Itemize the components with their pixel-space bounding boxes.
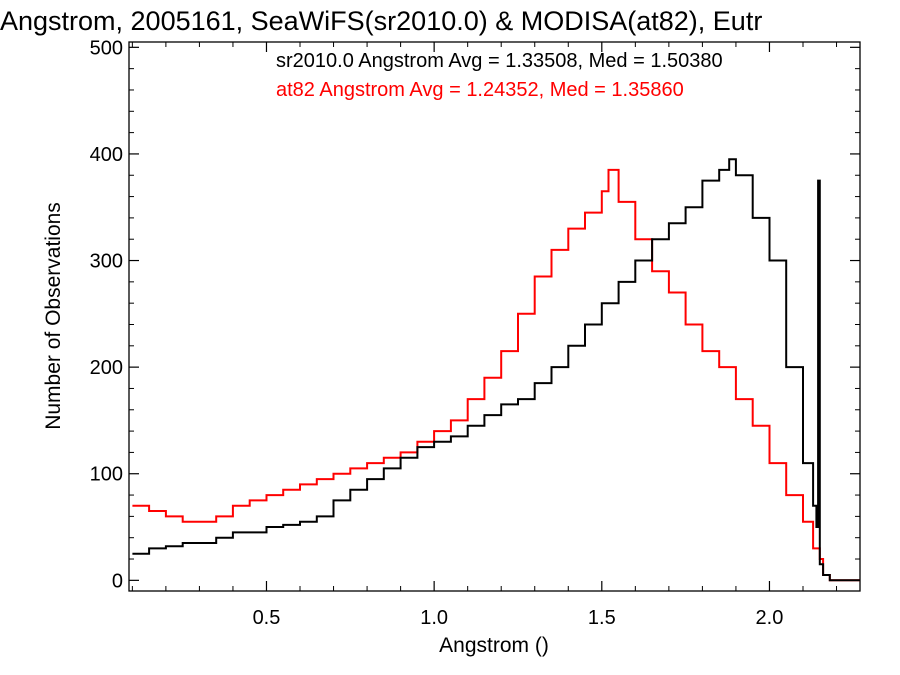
- y-tick-label: 200: [90, 357, 123, 379]
- x-axis-label: Angstrom (): [439, 634, 549, 657]
- axis-ticks: [129, 42, 860, 591]
- x-tick-label: 1.5: [588, 607, 616, 629]
- x-tick-label: 1.0: [420, 607, 448, 629]
- series-line-at82: [132, 168, 860, 582]
- annotation-at82: at82 Angstrom Avg = 1.24352, Med = 1.358…: [276, 79, 684, 101]
- y-tick-label: 300: [90, 251, 123, 273]
- x-tick-label: 0.5: [253, 607, 281, 629]
- y-tick-label: 400: [90, 144, 123, 166]
- series-layer: [132, 158, 860, 582]
- y-tick-label: 0: [112, 570, 123, 592]
- chart-title: Angstrom, 2005161, SeaWiFS(sr2010.0) & M…: [0, 6, 762, 36]
- series-line-sr2010-0: [132, 158, 860, 582]
- y-tick-label: 100: [90, 464, 123, 486]
- y-tick-label: 500: [90, 37, 123, 59]
- annotation-sr2010: sr2010.0 Angstrom Avg = 1.33508, Med = 1…: [276, 50, 723, 72]
- y-axis-label: Number of Observations: [42, 202, 65, 430]
- x-tick-label: 2.0: [756, 607, 784, 629]
- plot-frame: [128, 41, 861, 592]
- tick-labels: 0.5 1.0 1.5 2.0 0 100 200 300 400 500: [90, 37, 784, 629]
